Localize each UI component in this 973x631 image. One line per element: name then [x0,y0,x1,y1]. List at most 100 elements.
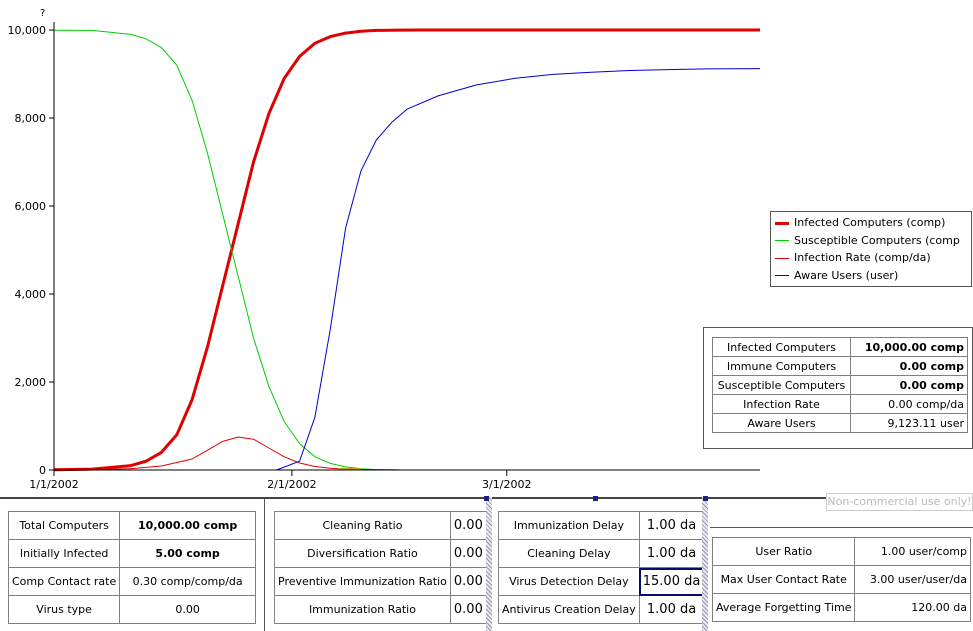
legend-item: Infection Rate (comp/da) [775,249,931,266]
param-label: Infection Rate [712,394,851,414]
selection-hatch-right [702,497,708,631]
table-row: Cleaning Ratio 0.00 [274,511,487,540]
parameter-panel-computers: Total Computers 10,000.00 comp Initially I… [0,497,264,631]
legend-item: Aware Users (user) [775,267,898,284]
legend-swatch [775,275,789,276]
param-value-field[interactable]: 0.00 [449,539,487,568]
watermark: Non-commercial use only! [826,493,973,511]
param-value-field[interactable]: 1.00 da [638,511,705,540]
table-row: Max User Contact Rate 3.00 user/user/da [711,565,971,594]
value-cell: 0.00 comp/da [850,394,968,414]
param-value-field[interactable]: 1.00 user/comp [854,537,971,566]
param-label: Infected Computers [712,337,851,357]
legend-label: Infected Computers (comp) [794,216,946,229]
param-label: Initially Infected [7,539,121,568]
param-label: Immunization Delay [498,511,640,540]
param-label: Immune Computers [712,356,851,376]
param-value-field[interactable]: 15.00 da [638,567,705,596]
param-label: Virus type [7,595,121,624]
table-row: Immunization Delay 1.00 da [498,511,705,540]
table-row: Infection Rate 0.00 comp/da [712,394,968,414]
value-cell: 10,000.00 comp [850,337,968,357]
value-cell: 0.00 comp [850,356,968,376]
legend-label: Infection Rate (comp/da) [794,251,931,264]
param-label: Comp Contact rate [7,567,121,596]
legend-item: Infected Computers (comp) [775,214,945,231]
table-row: Average Forgetting Time 120.00 da [711,593,971,622]
param-label: Cleaning Ratio [274,511,451,540]
table-row: Preventive Immunization Ratio 0.00 [274,567,487,596]
table-row: Virus type 0.00 [7,595,256,624]
param-label: Virus Detection Delay [498,567,640,596]
legend-swatch [775,240,789,241]
legend-label: Aware Users (user) [794,268,899,282]
y-tick-label: 6,000 [15,200,47,213]
y-tick-label: 4,000 [15,288,47,301]
param-value-field[interactable]: 3.00 user/user/da [854,565,971,594]
table-row: Antivirus Creation Delay 1.00 da [498,595,705,624]
param-value-field[interactable]: 120.00 da [854,593,971,622]
y-tick-label: 8,000 [15,112,47,125]
table-row: Immunization Ratio 0.00 [274,595,487,624]
param-value-field[interactable]: 0.00 [449,595,487,624]
legend-label: Susceptible Computers (comp [794,233,960,247]
current-values-table: Infected Computers 10,000.00 comp Immune C… [712,337,968,433]
resize-handle[interactable] [484,496,489,501]
param-label: Total Computers [7,511,121,540]
table-row: Diversification Ratio 0.00 [274,539,487,568]
panel-divider [264,499,265,631]
y-tick-label: 10,000 [8,24,47,37]
y-tick-label: 0 [39,464,46,477]
param-label: Antivirus Creation Delay [498,595,640,624]
table-row: Infected Computers 10,000.00 comp [712,337,968,357]
x-tick-label: 1/1/2002 [29,478,78,491]
param-value-field[interactable]: 10,000.00 comp [119,511,256,540]
legend-swatch [775,257,789,259]
param-value-field[interactable]: 0.00 [449,511,487,540]
param-label: Diversification Ratio [274,539,451,568]
legend-swatch [775,221,789,225]
table-row: Virus Detection Delay 15.00 da [498,567,705,596]
param-label: User Ratio [711,537,856,566]
parameter-panel-users: User Ratio 1.00 user/comp Max User Contact… [710,497,973,631]
param-label: Max User Contact Rate [711,565,856,594]
parameter-panel-delays[interactable]: Immunization Delay 1.00 da Cleaning Delay 1… [492,497,705,631]
table-row: Comp Contact rate 0.30 comp/comp/da [7,567,256,596]
param-value-field[interactable]: 1.00 da [638,539,705,568]
param-label: Cleaning Delay [498,539,640,568]
table-row: User Ratio 1.00 user/comp [711,537,971,566]
table-row: Total Computers 10,000.00 comp [7,511,256,540]
param-label: Average Forgetting Time [711,593,856,622]
x-tick-label: 3/1/2002 [482,478,531,491]
help-marker[interactable]: ? [40,8,46,19]
param-value-field[interactable]: 0.00 [119,595,256,624]
table-row: Immune Computers 0.00 comp [712,356,968,376]
resize-handle[interactable] [593,496,598,501]
table-row: Cleaning Delay 1.00 da [498,539,705,568]
x-tick-label: 2/1/2002 [267,478,316,491]
param-label: Immunization Ratio [274,595,451,624]
legend-item: Susceptible Computers (comp [775,232,960,249]
series-line-2 [53,436,400,471]
table-row: Initially Infected 5.00 comp [7,539,256,568]
table-row: Aware Users 9,123.11 user [712,413,968,433]
value-cell: 0.00 comp [850,375,968,395]
resize-handle[interactable] [703,496,708,501]
current-values-panel: Infected Computers 10,000.00 comp Immune C… [703,327,973,449]
param-label: Aware Users [712,413,851,433]
param-value-field[interactable]: 0.00 [449,567,487,596]
y-tick-label: 2,000 [15,376,47,389]
value-cell: 9,123.11 user [850,413,968,433]
table-row: Susceptible Computers 0.00 comp [712,375,968,395]
param-value-field[interactable]: 5.00 comp [119,539,256,568]
series-line-3 [276,68,761,471]
series-line-0 [53,28,760,472]
param-label: Susceptible Computers [712,375,851,395]
param-value-field[interactable]: 1.00 da [638,595,705,624]
param-value-field[interactable]: 0.30 comp/comp/da [119,567,256,596]
selection-hatch-left [486,497,492,631]
parameter-panel-ratios: Cleaning Ratio 0.00 Diversification Ratio 0… [266,497,487,631]
panel-top-line [710,527,973,528]
series-line-1 [53,29,400,471]
chart-legend: Infected Computers (comp) Susceptible Com… [770,211,972,287]
